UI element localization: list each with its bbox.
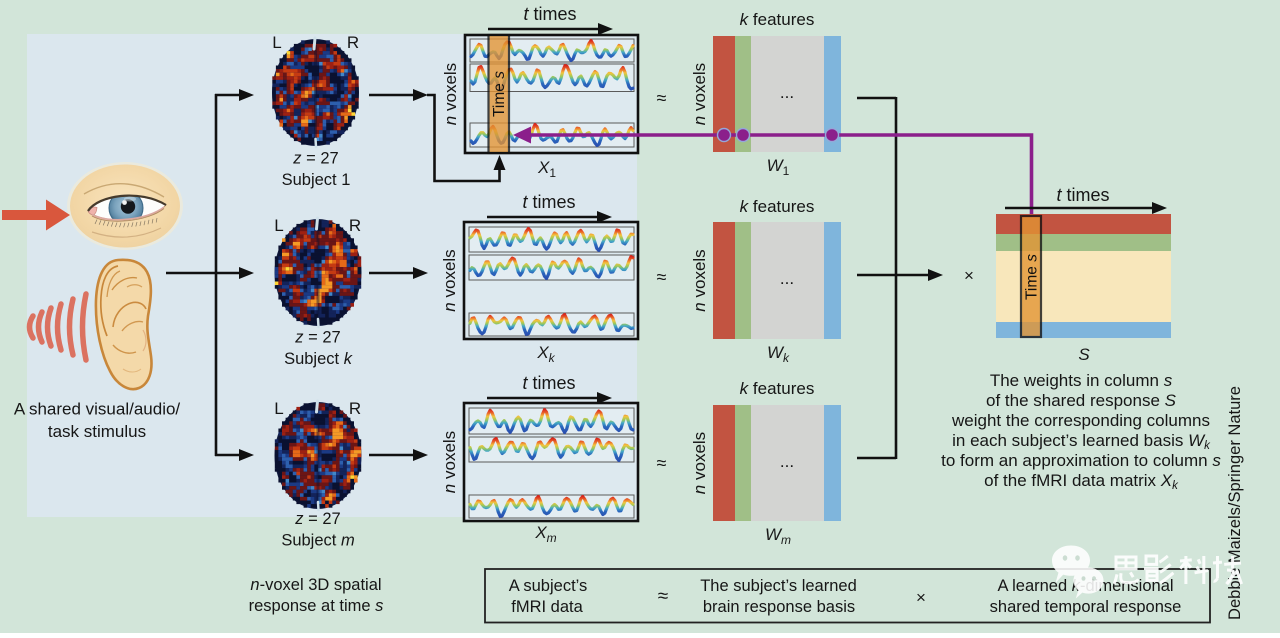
svg-text:...: ... bbox=[780, 83, 794, 102]
svg-text:×: × bbox=[964, 266, 974, 285]
svg-text:z = 27: z = 27 bbox=[294, 329, 340, 347]
svg-text:...: ... bbox=[780, 452, 794, 471]
svg-text:k features: k features bbox=[740, 379, 815, 398]
svg-text:brain response basis: brain response basis bbox=[703, 598, 855, 616]
svg-text:t times: t times bbox=[1056, 185, 1109, 205]
svg-text:z = 27: z = 27 bbox=[292, 150, 338, 168]
svg-text:shared temporal response: shared temporal response bbox=[990, 598, 1182, 616]
svg-text:The weights in column s: The weights in column s bbox=[990, 371, 1173, 390]
svg-text:×: × bbox=[916, 588, 926, 607]
svg-text:n voxels: n voxels bbox=[440, 249, 459, 311]
svg-text:Subject k: Subject k bbox=[284, 350, 353, 368]
svg-text:Time s: Time s bbox=[1024, 254, 1041, 300]
svg-text:R: R bbox=[349, 216, 361, 235]
svg-text:fMRI data: fMRI data bbox=[511, 598, 583, 616]
svg-text:in each subject’s learned basi: in each subject’s learned basis Wk bbox=[952, 431, 1211, 452]
svg-text:n voxels: n voxels bbox=[440, 431, 459, 493]
svg-text:response at time s: response at time s bbox=[249, 597, 384, 615]
svg-text:Subject m: Subject m bbox=[281, 532, 354, 550]
svg-text:task stimulus: task stimulus bbox=[48, 422, 146, 441]
svg-text:≈: ≈ bbox=[657, 88, 667, 108]
svg-text:z = 27: z = 27 bbox=[294, 510, 340, 528]
svg-text:n voxels: n voxels bbox=[690, 432, 709, 494]
svg-text:n voxels: n voxels bbox=[690, 249, 709, 311]
svg-text:to form an approximation to co: to form an approximation to column s bbox=[941, 451, 1221, 470]
svg-text:Subject 1: Subject 1 bbox=[282, 171, 351, 189]
svg-text:S: S bbox=[1078, 345, 1090, 364]
svg-text:of the fMRI data matrix Xk: of the fMRI data matrix Xk bbox=[984, 471, 1179, 492]
svg-text:A shared visual/audio/: A shared visual/audio/ bbox=[14, 400, 181, 419]
svg-text:k features: k features bbox=[740, 10, 815, 29]
svg-text:k features: k features bbox=[740, 197, 815, 216]
svg-text:A subject’s: A subject’s bbox=[509, 577, 588, 595]
svg-text:...: ... bbox=[780, 269, 794, 288]
svg-text:n-voxel 3D spatial: n-voxel 3D spatial bbox=[250, 576, 381, 594]
svg-text:≈: ≈ bbox=[657, 453, 667, 473]
svg-text:t times: t times bbox=[523, 4, 576, 24]
svg-text:weight the corresponding colum: weight the corresponding columns bbox=[951, 411, 1210, 430]
svg-text:Time s: Time s bbox=[491, 71, 508, 117]
svg-text:of the shared response S: of the shared response S bbox=[986, 391, 1177, 410]
svg-text:L: L bbox=[274, 399, 283, 418]
svg-text:Debbie Maizels/Springer Nature: Debbie Maizels/Springer Nature bbox=[1226, 386, 1244, 620]
svg-text:t times: t times bbox=[522, 373, 575, 393]
svg-text:≈: ≈ bbox=[657, 267, 667, 287]
svg-text:t times: t times bbox=[522, 192, 575, 212]
svg-text:n voxels: n voxels bbox=[441, 63, 460, 125]
svg-text:L: L bbox=[272, 33, 281, 52]
svg-text:n voxels: n voxels bbox=[690, 63, 709, 125]
svg-text:R: R bbox=[347, 33, 359, 52]
svg-text:R: R bbox=[349, 399, 361, 418]
svg-text:L: L bbox=[274, 216, 283, 235]
svg-text:≈: ≈ bbox=[658, 586, 668, 607]
svg-text:The subject’s learned: The subject’s learned bbox=[700, 577, 857, 595]
